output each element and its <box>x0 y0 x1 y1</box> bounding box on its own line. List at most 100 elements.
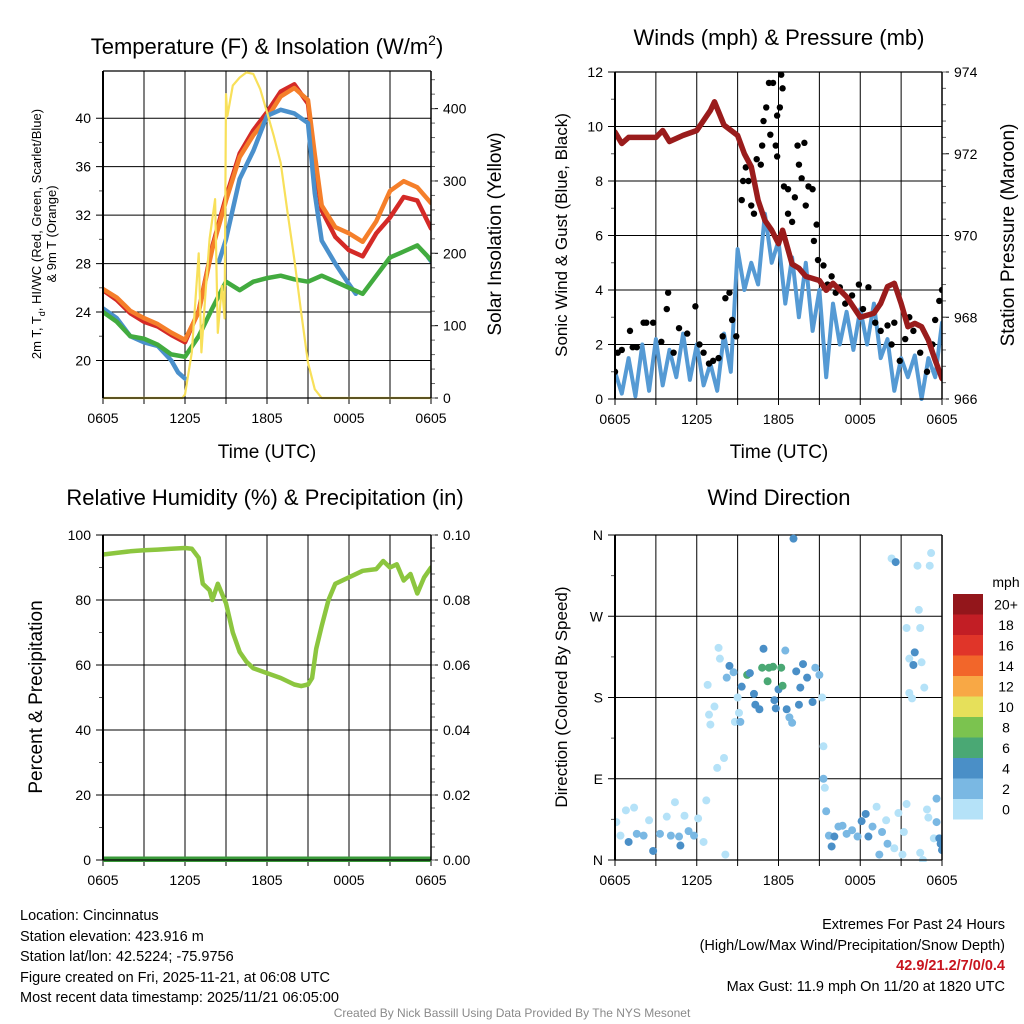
y2-tick-label: 0.00 <box>443 852 470 868</box>
speed-colorbar-legend: mph 20+ 18 16 14 12 10 8 6 4 2 0 <box>953 574 1020 820</box>
x-tick-label: 1205 <box>681 411 712 427</box>
gust-point <box>855 281 863 288</box>
gust-point <box>773 112 781 119</box>
direction-point <box>714 643 723 652</box>
y2-tick-label: 0.10 <box>443 527 470 543</box>
legend-label: 4 <box>1002 760 1010 776</box>
direction-point <box>722 673 731 682</box>
direction-point <box>803 673 812 682</box>
humidity-ylabel: Percent & Precipitation <box>26 600 47 793</box>
legend-label: 16 <box>998 637 1014 653</box>
x-tick-label: 0605 <box>926 872 957 888</box>
gust-point <box>618 346 626 354</box>
direction-point <box>792 667 801 676</box>
y-tick-label: 8 <box>595 173 603 189</box>
x-tick-label: 1805 <box>251 410 282 426</box>
y2-tick-label: 200 <box>443 245 467 261</box>
legend-label: 12 <box>998 678 1014 694</box>
gust-point <box>726 289 733 296</box>
y2-tick-label: 0.08 <box>443 592 470 608</box>
temperature-panel: Temperature (F) & Insolation (W/m2) Time… <box>29 32 506 463</box>
gust-point <box>709 357 717 365</box>
direction-point <box>891 558 900 567</box>
gust-point <box>763 104 770 111</box>
direction-point <box>894 809 903 818</box>
y-tick-label: 36 <box>75 159 91 175</box>
gust-point <box>810 237 818 245</box>
direction-point <box>684 827 693 836</box>
winds-panel: Winds (mph) & Pressure (mb) Time (UTC) S… <box>552 25 1019 463</box>
temperature-xlabel: Time (UTC) <box>218 442 317 463</box>
legend-label: 8 <box>1002 719 1010 735</box>
gust-point <box>820 262 827 269</box>
humidity-panel: Relative Humidity (%) & Precipitation (i… <box>26 485 470 888</box>
extremes-title: Extremes For Past 24 Hours <box>822 917 1005 933</box>
gust-point <box>767 131 774 138</box>
gust-point <box>757 161 764 168</box>
direction-point <box>777 663 786 672</box>
station-pressure-line <box>615 99 942 382</box>
direction-point <box>923 805 932 814</box>
gust-point <box>891 319 898 326</box>
gust-point <box>769 79 777 87</box>
gust-point <box>760 117 767 125</box>
gust-point <box>936 297 942 305</box>
direction-point <box>878 828 887 837</box>
gust-point <box>788 218 796 226</box>
legend-swatch <box>953 758 983 779</box>
direction-point <box>924 813 933 822</box>
gust-point <box>884 322 891 329</box>
direction-point <box>819 774 828 783</box>
direction-point <box>782 705 791 714</box>
direction-point <box>703 680 712 689</box>
gust-point <box>848 292 856 299</box>
direction-point <box>690 831 699 840</box>
direction-point <box>710 702 719 711</box>
temperature-title-main: Temperature (F) & Insolation (W/m <box>91 34 428 59</box>
direction-point <box>914 605 923 614</box>
direction-point <box>788 718 797 727</box>
wind-direction-plot: N E S W N 0605 1205 1805 0005 0605 <box>590 527 958 888</box>
direction-point <box>737 682 746 691</box>
wind-direction-panel: Wind Direction Direction (Colored By Spe… <box>552 485 1020 888</box>
gust-point <box>784 185 792 193</box>
gust-point <box>859 305 867 313</box>
y-tick-label: S <box>594 690 603 706</box>
humidity-title: Relative Humidity (%) & Precipitation (i… <box>66 485 463 510</box>
td-line <box>103 243 431 360</box>
elevation-text: Station elevation: 423.916 m <box>20 928 204 945</box>
x-tick-label: 0005 <box>845 411 876 427</box>
legend-label: 0 <box>1002 801 1010 817</box>
direction-point <box>770 696 779 705</box>
direction-point <box>857 817 866 826</box>
y2-tick-label: 974 <box>954 64 978 80</box>
direction-point <box>720 753 728 762</box>
series-group <box>615 534 942 862</box>
x-tick-label: 0605 <box>415 410 446 426</box>
humidity-plot: 0 20 40 60 80 100 0.00 0.02 0.04 0.06 0.08 0.10 0605… <box>68 527 471 888</box>
direction-point <box>794 700 803 709</box>
gust-point <box>814 256 822 264</box>
direction-point <box>745 669 754 678</box>
y-tick-label: 100 <box>68 527 92 543</box>
direction-point <box>820 783 829 792</box>
y-tick-label: 2 <box>595 337 603 353</box>
direction-point <box>670 798 679 807</box>
gust-point <box>715 354 722 362</box>
gust-point <box>795 161 803 168</box>
x-tick-label: 0005 <box>333 410 364 426</box>
y-tick-label: 0 <box>595 391 603 407</box>
x-tick-label: 0605 <box>87 872 118 888</box>
gust-point <box>722 294 729 302</box>
gust-point <box>633 344 640 351</box>
direction-point <box>655 829 664 838</box>
x-tick-label: 0005 <box>845 872 876 888</box>
legend-swatch <box>953 614 983 635</box>
max-gust-text: Max Gust: 11.9 mph On 11/20 at 1820 UTC <box>726 978 1005 995</box>
y-tick-label: 0 <box>83 852 91 868</box>
temperature-title-end: ) <box>436 34 443 59</box>
temperature-ylabel-b: , HI/WC (Red, Green, Scarlet/Blue) <box>29 109 44 311</box>
gust-point <box>753 156 760 163</box>
direction-point <box>763 677 772 686</box>
